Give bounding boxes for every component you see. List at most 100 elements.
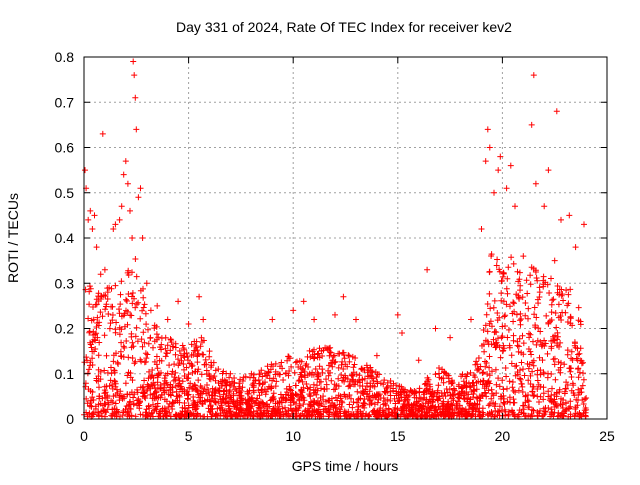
data-point [488,251,495,258]
data-point [384,396,391,403]
data-point [518,359,525,366]
data-point [425,376,432,383]
data-point [394,311,401,318]
data-point [434,396,441,403]
data-point [297,402,303,409]
data-point [188,341,195,348]
data-point [478,226,485,232]
data-point [176,348,183,354]
data-point [242,396,249,403]
data-point [162,408,169,415]
data-point [553,402,560,409]
data-point [519,383,526,390]
data-point [497,153,504,160]
data-point [183,350,190,357]
data-point [139,343,146,350]
data-point [518,380,525,387]
data-point [144,351,151,358]
data-point [112,282,119,289]
data-point [527,272,534,279]
data-point [559,412,566,419]
data-point [214,405,221,412]
data-point [139,307,146,314]
x-tick-label: 10 [285,428,301,444]
data-point [516,375,523,382]
data-point [368,368,375,375]
data-point [390,387,397,394]
data-point [254,413,261,420]
data-point [248,370,255,377]
data-point [195,377,202,384]
data-point [559,405,566,411]
data-point [530,407,537,414]
data-point [376,391,383,398]
data-point [97,400,104,407]
data-point [246,404,253,411]
data-point [522,300,529,306]
data-point [256,371,263,377]
data-point [314,369,321,376]
data-point [342,374,349,381]
data-point [512,389,519,396]
data-point [464,395,470,402]
data-point [171,361,178,368]
data-point [139,384,146,391]
data-point [549,337,556,344]
data-point [346,358,353,365]
data-point [326,411,333,418]
data-point [469,379,476,386]
data-point [340,349,347,356]
data-point [558,359,564,366]
data-point [504,385,510,392]
data-point [253,399,259,406]
data-point [529,388,536,395]
data-point [381,377,388,384]
data-point [496,344,503,351]
data-point [509,407,515,414]
data-point [318,400,325,407]
data-point [516,407,523,414]
data-point [532,324,539,331]
data-point [346,401,353,408]
data-point [552,310,559,316]
data-point [250,398,256,405]
data-point [525,398,532,405]
data-point [557,369,564,376]
data-point [511,300,517,307]
data-point [569,380,576,387]
data-point [201,386,208,392]
data-point [246,387,253,394]
data-point [525,305,532,312]
data-point [131,295,137,302]
data-point [208,392,215,398]
data-point [478,392,485,399]
data-point [536,399,542,405]
data-point [420,389,427,396]
data-point [373,374,380,381]
data-point [449,380,456,386]
data-point [493,381,500,388]
data-point [450,412,457,419]
data-point [492,407,499,414]
data-point [170,377,177,384]
data-point [176,377,183,384]
data-point [553,393,560,400]
data-point [92,405,99,412]
data-point [153,353,160,360]
data-point [432,325,439,332]
data-point [189,369,196,376]
data-point [181,366,187,373]
y-tick-label: 0.6 [55,140,75,156]
data-point [508,254,515,261]
data-point [408,407,415,414]
data-point [323,376,329,383]
data-point [387,397,394,404]
data-point [206,348,213,355]
data-point [445,378,452,385]
data-point [522,393,529,400]
data-point [563,399,569,406]
data-point [427,398,434,404]
data-point [180,361,187,367]
data-point [505,326,512,333]
data-point [361,396,368,403]
